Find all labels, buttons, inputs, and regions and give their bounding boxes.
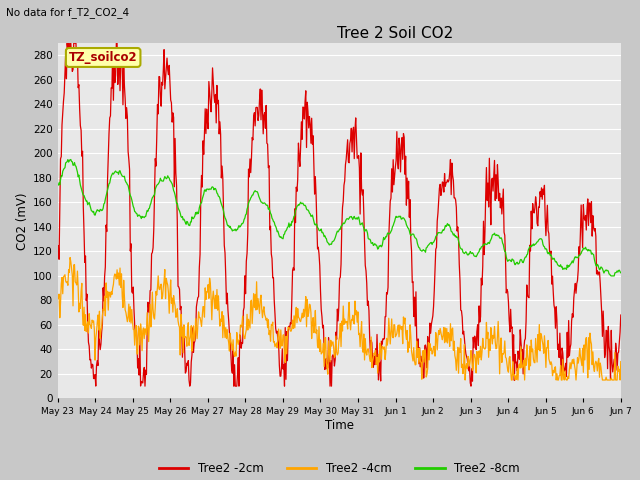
Text: No data for f_T2_CO2_4: No data for f_T2_CO2_4 [6, 7, 129, 18]
Y-axis label: CO2 (mV): CO2 (mV) [16, 192, 29, 250]
Legend: Tree2 -2cm, Tree2 -4cm, Tree2 -8cm: Tree2 -2cm, Tree2 -4cm, Tree2 -8cm [154, 457, 525, 480]
X-axis label: Time: Time [324, 419, 354, 432]
Title: Tree 2 Soil CO2: Tree 2 Soil CO2 [337, 25, 454, 41]
Text: TZ_soilco2: TZ_soilco2 [69, 51, 138, 64]
